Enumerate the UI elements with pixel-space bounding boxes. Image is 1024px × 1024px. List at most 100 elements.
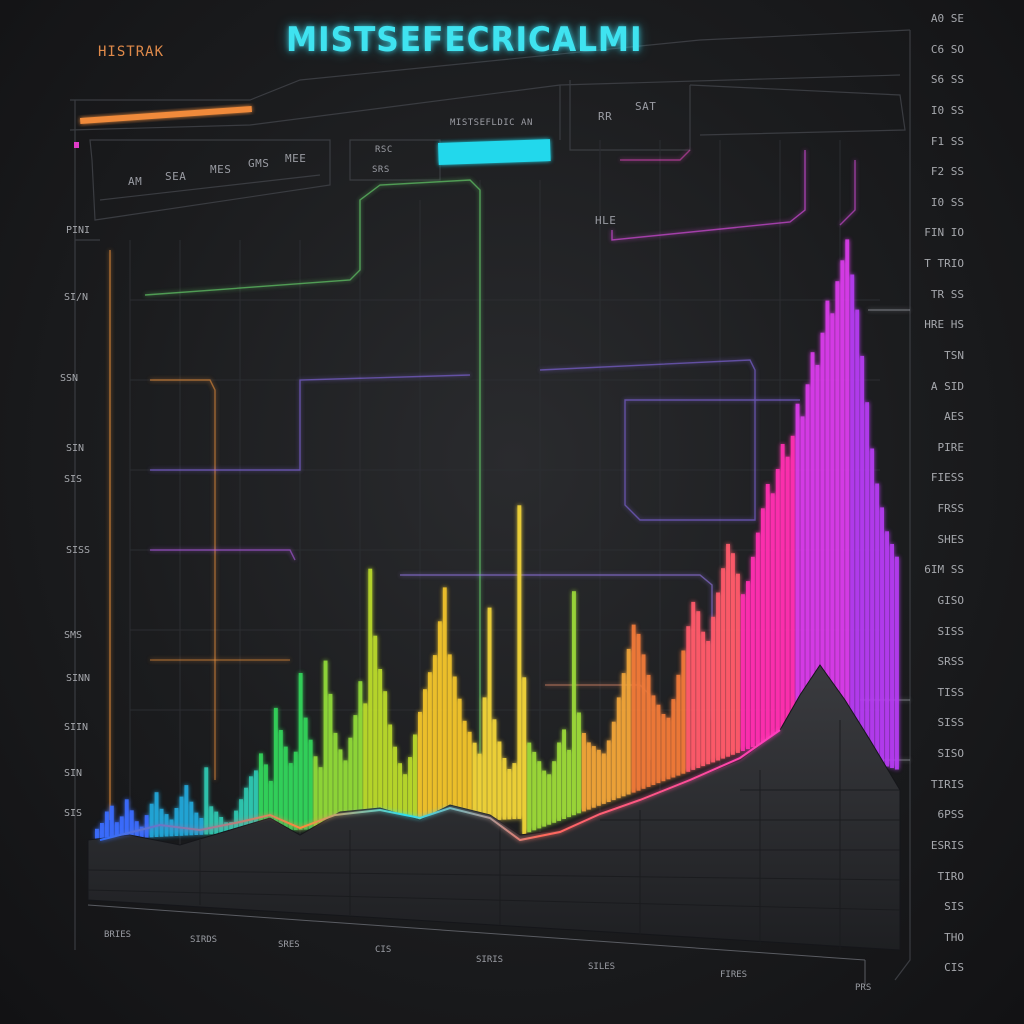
right-label-25: TIRIS	[930, 777, 964, 791]
bar	[244, 787, 248, 833]
x-label-4: SIRIS	[476, 955, 504, 965]
bar	[363, 703, 368, 827]
bar	[537, 761, 542, 829]
bar	[532, 751, 537, 831]
bar	[273, 707, 278, 832]
bar	[855, 309, 860, 758]
right-label-16: FRSS	[937, 502, 965, 515]
bar	[835, 281, 840, 752]
right-label-26: 6PSS	[937, 808, 965, 822]
bar	[731, 553, 735, 755]
right-label-23: SISS	[937, 716, 965, 730]
header-cyan-bar	[437, 139, 551, 165]
bar	[517, 505, 522, 819]
bar	[204, 767, 209, 835]
bar	[437, 621, 442, 823]
bar	[423, 689, 427, 824]
bar	[418, 711, 422, 824]
left-label-10: SIS	[64, 808, 83, 819]
bar	[750, 556, 755, 748]
left-label-9: SIN	[64, 768, 83, 779]
bar	[174, 808, 179, 836]
bar	[611, 721, 616, 801]
x-label-3: CIS	[375, 945, 392, 955]
bar	[557, 742, 561, 821]
bar	[596, 749, 601, 806]
bar	[249, 776, 253, 833]
bar	[472, 742, 477, 822]
right-label-18: 6IM SS	[924, 563, 964, 577]
bar	[542, 770, 547, 827]
bar	[413, 734, 417, 825]
bar	[323, 660, 328, 829]
bar	[293, 751, 298, 831]
right-label-30: THO	[944, 930, 964, 944]
bar	[209, 806, 214, 835]
right-label-5: F2 SS	[930, 165, 964, 179]
bar	[408, 757, 412, 825]
bar	[199, 818, 204, 835]
bar	[134, 821, 139, 838]
bar	[308, 739, 313, 830]
bar	[388, 724, 393, 826]
bar	[100, 823, 104, 840]
left-label-8: SIIN	[64, 722, 89, 733]
bar	[159, 808, 164, 837]
bar	[522, 677, 527, 835]
bar	[785, 456, 790, 737]
bar	[328, 693, 333, 829]
right-label-10: HRE HS	[924, 318, 964, 332]
header-magenta-dot	[74, 142, 79, 148]
right-label-6: I0 SS	[930, 195, 964, 209]
bar	[492, 719, 497, 821]
bar	[194, 812, 199, 835]
right-label-27: ESRIS	[930, 838, 964, 852]
bar	[109, 805, 114, 840]
left-label-4: SIS	[64, 474, 83, 485]
bar	[318, 767, 323, 829]
panel-label-3: RSC	[375, 145, 393, 155]
left-label-3: SIN	[66, 443, 85, 454]
bar	[403, 774, 407, 825]
bar	[775, 469, 780, 738]
bar	[830, 313, 835, 751]
panel-label-4: SRS	[372, 165, 390, 175]
bar	[333, 732, 338, 829]
right-label-20: SISS	[937, 624, 965, 638]
bar	[870, 448, 875, 763]
bar	[278, 730, 283, 831]
bar	[442, 587, 447, 823]
bar	[666, 717, 671, 780]
bar	[343, 760, 348, 828]
panel-label-1: RR	[598, 110, 613, 123]
right-label-1: C6 SO	[930, 42, 964, 56]
bar	[616, 697, 621, 799]
left-label-6: SMS	[64, 630, 83, 641]
bar	[795, 403, 800, 740]
bar	[552, 761, 557, 823]
bar	[860, 355, 865, 760]
bar	[512, 763, 517, 820]
bar	[254, 770, 258, 832]
bar	[736, 573, 740, 753]
bar	[726, 543, 730, 757]
bar	[239, 799, 243, 833]
bar	[259, 753, 263, 832]
left-label-2: SSN	[60, 373, 79, 384]
bar	[95, 828, 99, 840]
bar	[815, 364, 820, 746]
bar	[591, 746, 596, 808]
right-label-29: SIS	[944, 900, 964, 914]
bar	[562, 729, 566, 819]
bar	[124, 799, 129, 839]
right-label-15: FIESS	[930, 471, 964, 485]
bar	[487, 607, 492, 821]
bar	[691, 601, 696, 770]
bar	[641, 654, 646, 789]
bar	[567, 749, 571, 818]
bar	[746, 581, 750, 750]
right-label-7: FIN IO	[924, 226, 964, 240]
bar	[895, 556, 899, 770]
bar	[676, 674, 681, 776]
